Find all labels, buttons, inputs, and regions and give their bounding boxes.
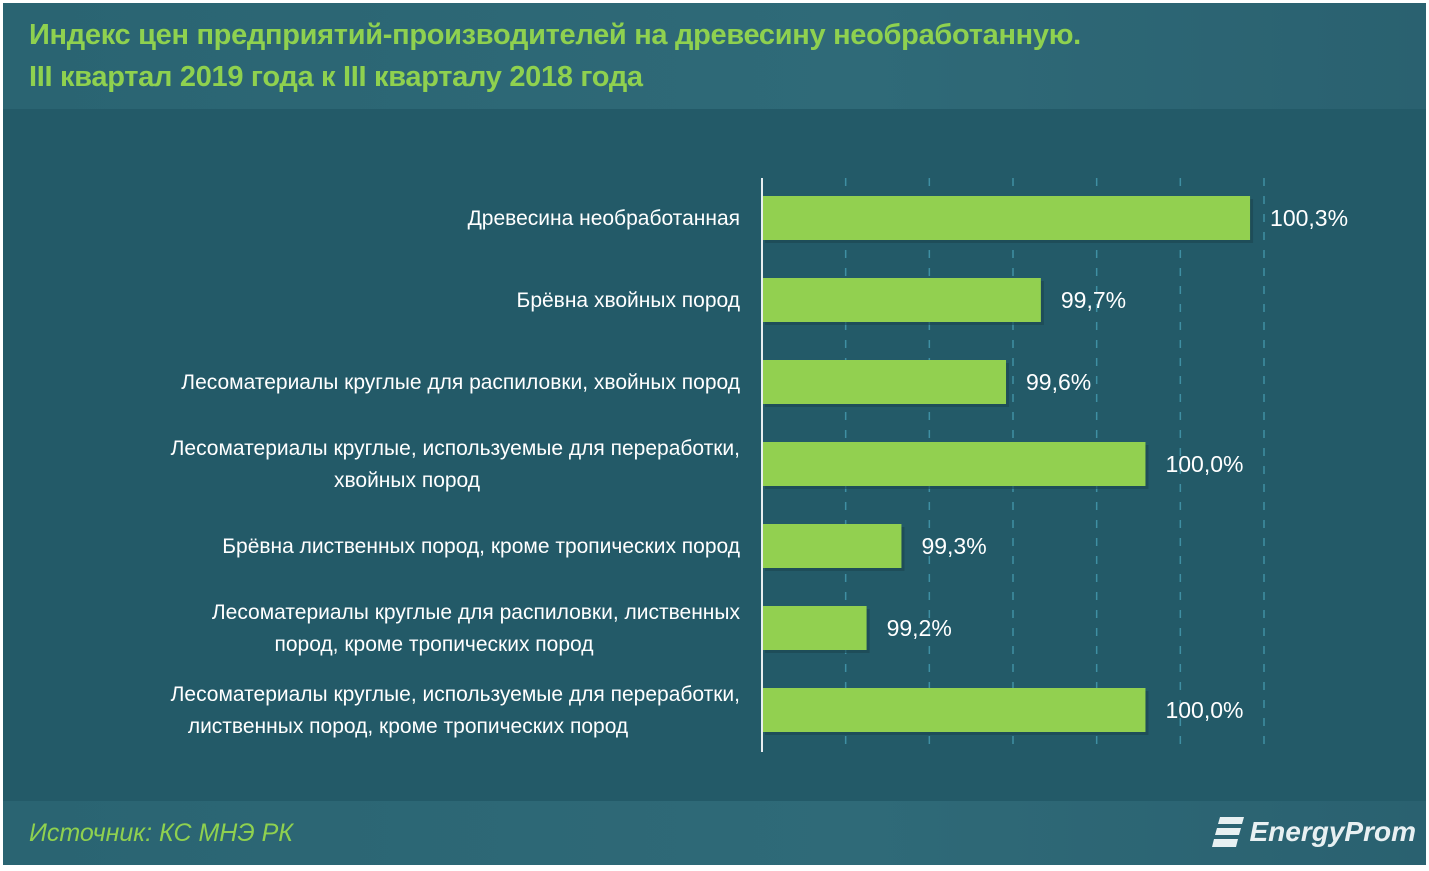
category-label: Лесоматериалы круглые для распиловки, ли… <box>212 601 741 624</box>
chart-title-line2: III квартал 2019 года к III кварталу 201… <box>29 61 643 93</box>
category-label: лиственных пород, кроме тропических поро… <box>188 715 628 738</box>
footer: Источник: КС МНЭ РК EnergyProm <box>3 801 1426 865</box>
bar <box>762 688 1146 732</box>
data-label: 100,3% <box>1270 205 1348 231</box>
bar <box>762 442 1146 486</box>
bar <box>762 360 1007 404</box>
data-label: 99,3% <box>921 533 986 559</box>
bar <box>762 606 867 650</box>
category-label: хвойных пород <box>334 469 480 492</box>
category-label: Лесоматериалы круглые, используемые для … <box>171 437 740 460</box>
category-label: Древесина необработанная <box>468 207 740 230</box>
energyprom-logo: EnergyProm <box>1211 815 1417 849</box>
bar <box>762 278 1041 322</box>
source-text: Источник: КС МНЭ РК <box>29 819 294 847</box>
logo-icon <box>1211 817 1244 847</box>
data-label: 100,0% <box>1165 697 1243 723</box>
header: Индекс цен предприятий-производителей на… <box>3 3 1426 109</box>
bar <box>762 524 902 568</box>
data-label: 100,0% <box>1165 451 1243 477</box>
category-label: Лесоматериалы круглые, используемые для … <box>171 683 740 706</box>
bar <box>762 196 1251 240</box>
logo-text: EnergyProm <box>1249 816 1417 847</box>
category-label: Лесоматериалы круглые для распиловки, хв… <box>181 371 740 394</box>
data-label: 99,2% <box>887 615 952 641</box>
category-label: Брёвна хвойных пород <box>517 289 740 312</box>
category-label: пород, кроме тропических пород <box>274 633 593 656</box>
category-label: Брёвна лиственных пород, кроме тропическ… <box>222 535 740 558</box>
data-label: 99,6% <box>1026 369 1091 395</box>
chart-frame: Индекс цен предприятий-производителей на… <box>3 3 1426 865</box>
chart-title-line1: Индекс цен предприятий-производителей на… <box>29 19 1081 51</box>
data-label: 99,7% <box>1061 287 1126 313</box>
